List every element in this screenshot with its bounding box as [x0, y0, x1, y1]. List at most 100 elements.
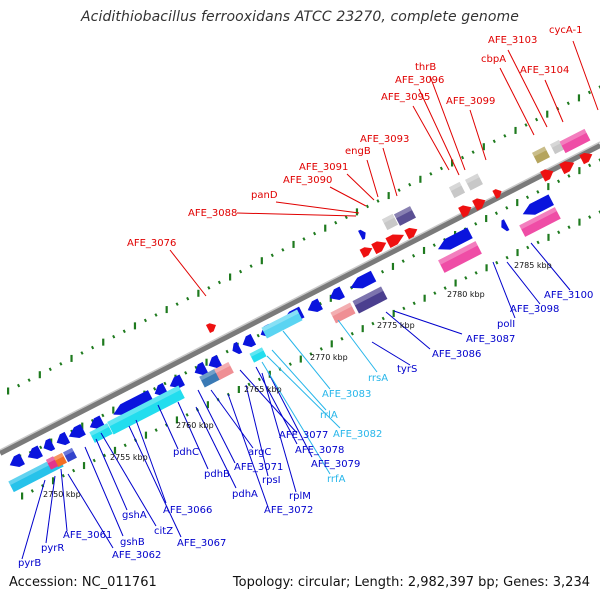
tick-upper — [492, 139, 496, 144]
gene-label: AFE_3079 — [311, 459, 360, 470]
gene-label: rrsA — [368, 373, 388, 384]
gene-reverse — [242, 333, 257, 348]
tick-lower — [82, 462, 86, 470]
kbp-label: 2785 kbp — [514, 261, 552, 270]
tick-middle — [184, 371, 188, 375]
gene-label: AFE_3093 — [360, 134, 409, 145]
gene-label: AFE_3066 — [163, 505, 212, 516]
tick-upper — [408, 182, 412, 187]
tick-upper — [165, 306, 168, 314]
tick-lower — [154, 428, 158, 432]
tick-middle — [432, 243, 436, 247]
kbp-label: 2750 kbp — [43, 490, 81, 499]
tick-lower — [547, 233, 550, 241]
tick-upper — [7, 387, 10, 395]
label-leader — [499, 67, 535, 136]
label-leader — [45, 475, 56, 544]
tick-upper — [112, 334, 116, 339]
tick-lower — [30, 489, 34, 493]
tick-lower — [567, 225, 571, 230]
tick-upper — [524, 123, 528, 127]
tick-lower — [588, 215, 592, 219]
gene-features — [8, 128, 593, 493]
gene-reverse-salmon — [214, 362, 234, 380]
gene-label: AFE_3067 — [177, 538, 226, 549]
label-leader — [197, 389, 236, 464]
tick-middle — [588, 163, 592, 168]
tick-lower — [319, 347, 323, 351]
tick-lower — [299, 355, 302, 363]
tick-middle — [256, 333, 260, 338]
tick-middle — [525, 195, 530, 200]
gene-reverse-pink — [438, 241, 482, 273]
gene-label: AFE_3082 — [333, 429, 382, 440]
gene-reverse — [89, 415, 105, 430]
tick-upper — [566, 101, 570, 106]
tick-middle — [494, 211, 499, 216]
tick-middle — [485, 215, 488, 223]
tick-upper — [460, 155, 465, 160]
tick-upper — [80, 351, 84, 355]
genome-backbone — [0, 141, 600, 456]
tick-upper — [175, 302, 179, 306]
tick-lower — [402, 306, 406, 311]
tick-upper — [90, 345, 95, 350]
gene-forward-pink — [559, 128, 591, 154]
tick-lower — [350, 331, 354, 336]
label-leader — [382, 147, 398, 197]
tick-upper — [419, 175, 422, 183]
label-leader — [266, 355, 341, 429]
tick-upper — [70, 354, 73, 362]
tick-lower — [464, 276, 468, 280]
tick-upper — [397, 188, 401, 192]
gene-label: polI — [497, 319, 515, 330]
gene-reverse-salmon — [330, 302, 356, 324]
gene-reverse — [522, 194, 554, 215]
tick-upper — [534, 117, 539, 122]
gene-forward-blue — [358, 229, 366, 240]
gene-label: AFE_3076 — [127, 238, 176, 249]
gene-label: AFE_3100 — [544, 290, 593, 301]
gene-forward — [472, 198, 486, 211]
tick-upper — [154, 313, 158, 317]
tick-lower — [51, 477, 55, 485]
label-leader-lines — [21, 40, 599, 560]
label-leader — [329, 186, 367, 207]
tick-middle — [411, 253, 416, 258]
label-leader — [135, 419, 167, 504]
label-leader — [506, 261, 541, 305]
tick-lower — [185, 413, 189, 417]
tick-lower — [309, 352, 313, 356]
kbp-label: 2765 kbp — [244, 385, 282, 394]
tick-lower — [578, 218, 581, 226]
tick-lower — [288, 362, 292, 366]
tick-middle — [163, 381, 167, 386]
tick-lower — [175, 416, 179, 424]
tick-upper — [217, 280, 222, 285]
tick-upper — [546, 110, 549, 118]
gene-label: AFE_3078 — [295, 445, 344, 456]
tick-upper — [260, 257, 263, 265]
scale-ticks — [7, 85, 600, 500]
tick-upper — [238, 269, 243, 274]
label-leader — [393, 310, 463, 335]
gene-label: thrB — [415, 62, 436, 73]
gene-reverse-cyan — [261, 309, 303, 339]
label-leader — [507, 49, 548, 128]
gene-label: rrlA — [320, 410, 338, 421]
tick-lower — [516, 249, 519, 257]
gene-label: pdhB — [204, 469, 230, 480]
gene-forward-grey — [381, 213, 399, 231]
tick-upper — [229, 273, 232, 281]
tick-middle — [556, 179, 561, 184]
tick-middle — [380, 269, 385, 274]
tick-upper — [207, 286, 211, 290]
gene-forward — [492, 189, 502, 199]
label-leader — [195, 406, 237, 489]
label-leader — [275, 201, 360, 214]
label-leader — [572, 40, 599, 111]
gene-label: rpsI — [262, 475, 281, 486]
tick-upper — [186, 296, 190, 301]
tick-upper — [324, 224, 327, 232]
